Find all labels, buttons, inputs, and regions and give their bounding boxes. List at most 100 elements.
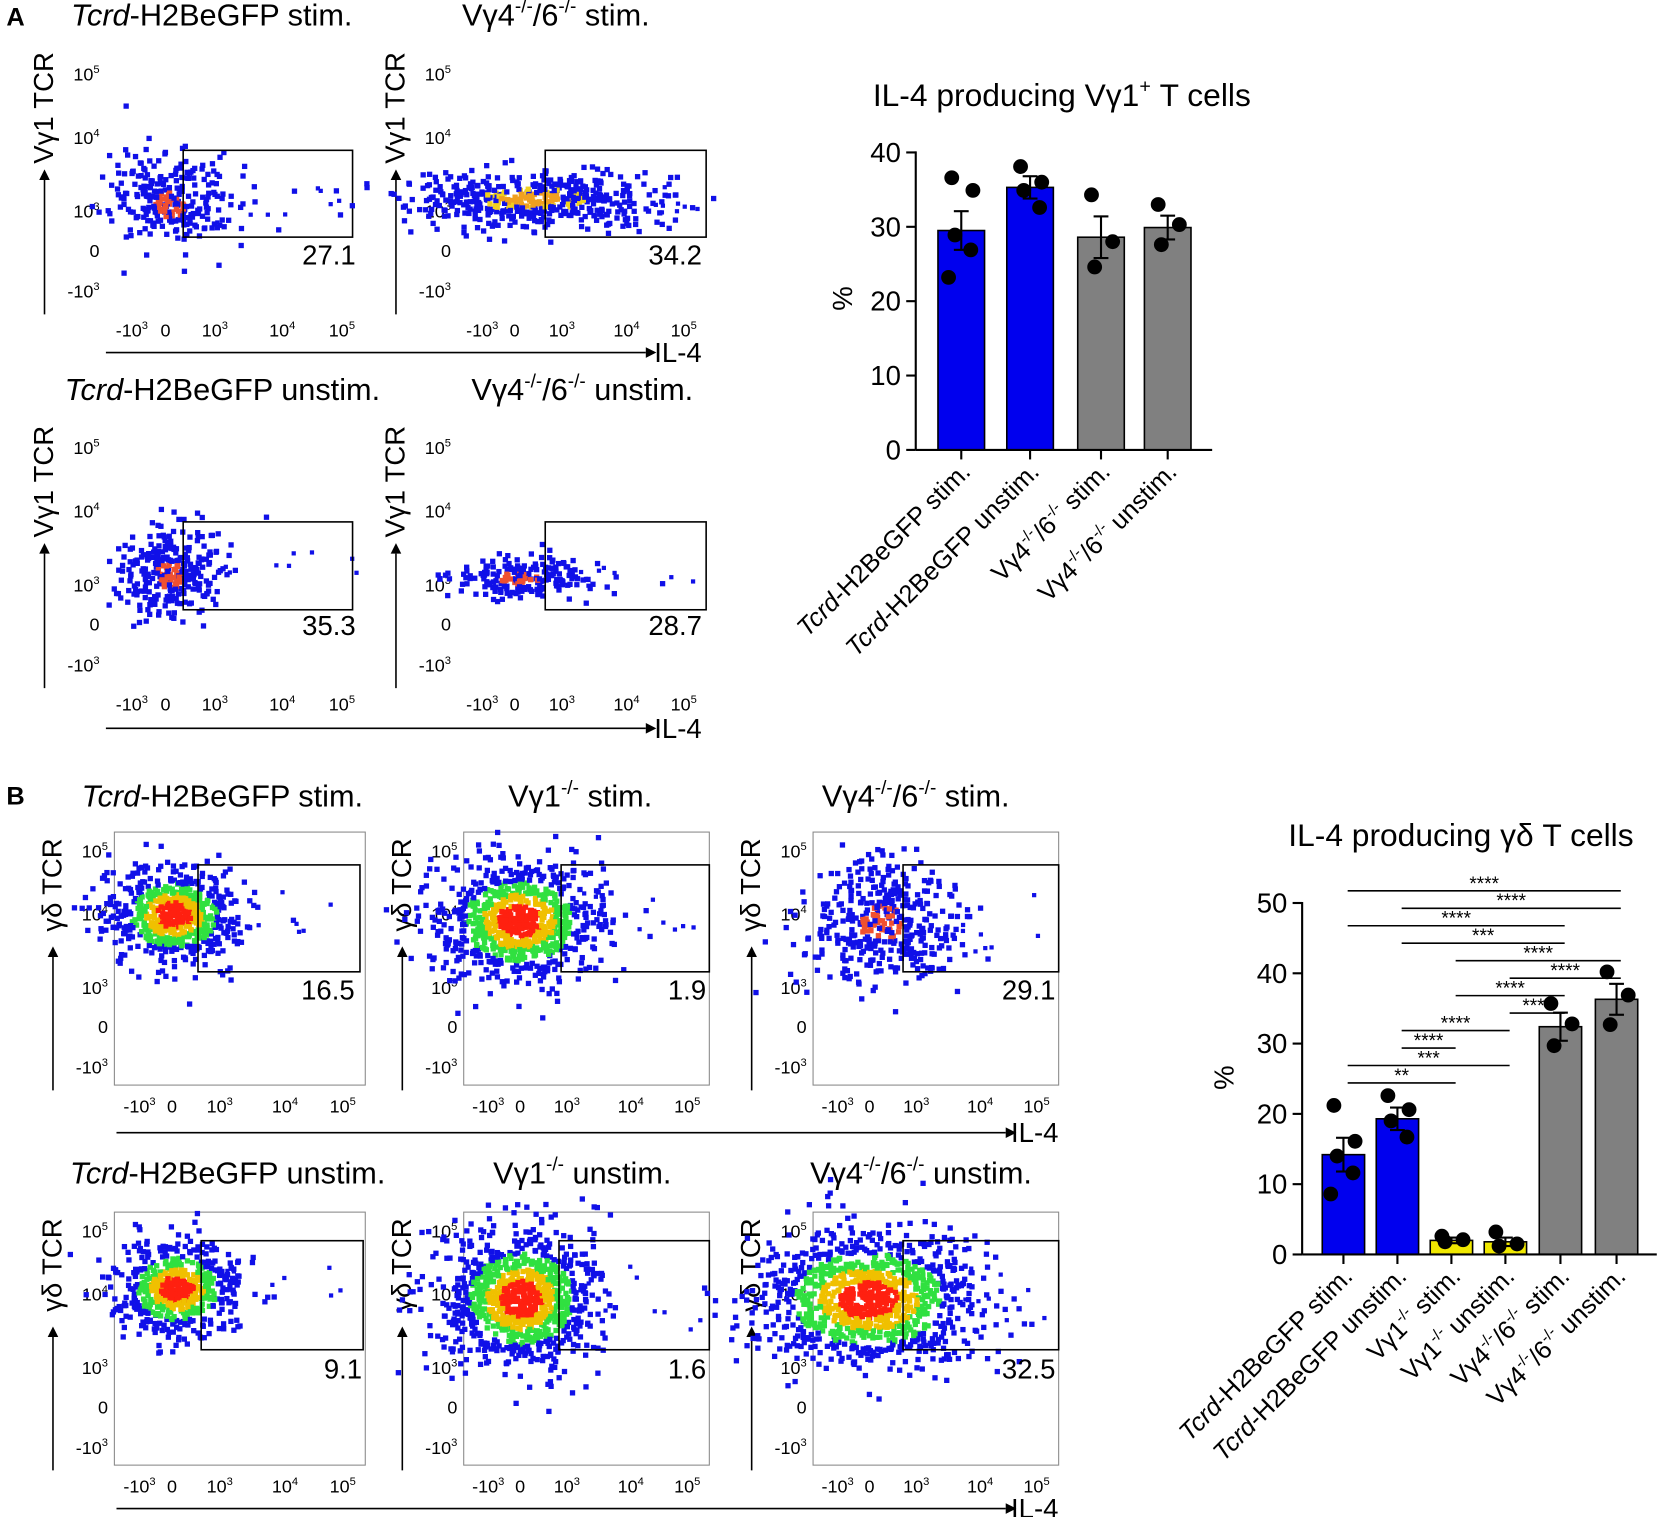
event-dot [492, 219, 498, 225]
event-dot [120, 1334, 126, 1340]
event-dot [536, 859, 543, 865]
event-dot [213, 920, 220, 926]
event-dot [522, 965, 529, 971]
event-dot [487, 201, 493, 207]
event-dot [469, 1323, 476, 1329]
event-dot [177, 872, 184, 878]
text-part: 10 [780, 841, 800, 861]
event-dot [143, 211, 149, 218]
event-dot [504, 933, 510, 939]
event-dot [947, 956, 953, 963]
event-dot [511, 1261, 518, 1267]
event-dot [486, 1216, 493, 1222]
text-part: -/- [558, 0, 576, 18]
event-dot [613, 574, 619, 580]
event-dot [840, 955, 846, 961]
event-dot [549, 207, 555, 214]
event-dot [499, 1278, 505, 1284]
event-dot [171, 877, 177, 883]
event-dot [539, 917, 545, 923]
event-dot [123, 234, 129, 240]
text-part: 10 [73, 502, 93, 522]
event-dot [578, 569, 584, 575]
event-dot [132, 1270, 138, 1276]
event-dot [110, 913, 117, 919]
event-dot [167, 1263, 174, 1269]
event-dot [181, 1298, 187, 1304]
event-dot [184, 943, 191, 949]
event-dot [459, 928, 465, 934]
event-dot [141, 214, 147, 220]
event-dot [177, 900, 183, 906]
event-dot [879, 924, 885, 930]
event-dot [204, 858, 210, 864]
event-dot [168, 1285, 174, 1291]
event-dot [501, 191, 507, 197]
event-dot [602, 918, 609, 924]
event-dot [601, 565, 606, 571]
event-dot [496, 568, 502, 575]
event-dot [215, 934, 221, 941]
event-dot [172, 1262, 179, 1268]
event-dot [178, 905, 184, 912]
event-dot [917, 901, 924, 907]
text-part: 10 [73, 128, 93, 148]
event-dot [872, 865, 878, 871]
event-dot [518, 191, 524, 197]
event-dot [484, 1271, 491, 1277]
event-dot [457, 175, 463, 181]
event-dot [179, 188, 185, 195]
event-dot [942, 935, 949, 941]
event-dot [114, 1269, 121, 1276]
event-dot [194, 1272, 201, 1279]
event-dot [516, 578, 523, 585]
event-dot [204, 900, 210, 907]
event-dot [234, 941, 240, 947]
event-dot [551, 193, 557, 199]
gate-value: 29.1 [1002, 974, 1056, 1005]
text-part: 10 [671, 694, 691, 714]
event-dot [453, 199, 459, 205]
event-dot [554, 196, 561, 202]
text-part: 10 [329, 694, 349, 714]
event-dot [917, 897, 923, 904]
text-part: /6 [542, 372, 568, 407]
event-dot [492, 952, 498, 958]
event-dot [552, 892, 558, 898]
event-dot [158, 924, 164, 930]
event-dot [482, 901, 488, 908]
event-dot [532, 1317, 539, 1323]
event-dot [538, 210, 544, 216]
plot-title: Tcrd-H2BeGFP stim. [71, 0, 352, 32]
event-dot [452, 1217, 458, 1224]
event-dot [171, 615, 177, 621]
event-dot [177, 1326, 183, 1332]
event-dot [123, 103, 129, 109]
event-dot [459, 921, 466, 928]
event-dot [418, 889, 424, 895]
event-dot [163, 911, 170, 917]
event-dot [168, 172, 174, 179]
event-dot [184, 885, 190, 891]
event-dot [145, 550, 152, 557]
event-dot [554, 1295, 560, 1302]
event-dot [188, 203, 195, 209]
event-dot [424, 182, 431, 189]
event-dot [960, 922, 966, 928]
event-dot [186, 932, 192, 938]
event-dot [162, 151, 168, 157]
event-dot [216, 262, 222, 268]
event-dot [872, 940, 878, 947]
text-part: 5 [691, 320, 697, 332]
event-dot [855, 883, 861, 889]
event-dot [109, 1312, 116, 1318]
event-dot [192, 975, 198, 981]
event-dot [228, 542, 234, 548]
event-dot [228, 1318, 234, 1325]
event-dot [490, 571, 496, 577]
event-dot [136, 1303, 142, 1309]
event-dot [145, 1254, 151, 1260]
event-dot [145, 1310, 151, 1316]
event-dot [184, 902, 190, 909]
event-dot [144, 252, 150, 258]
